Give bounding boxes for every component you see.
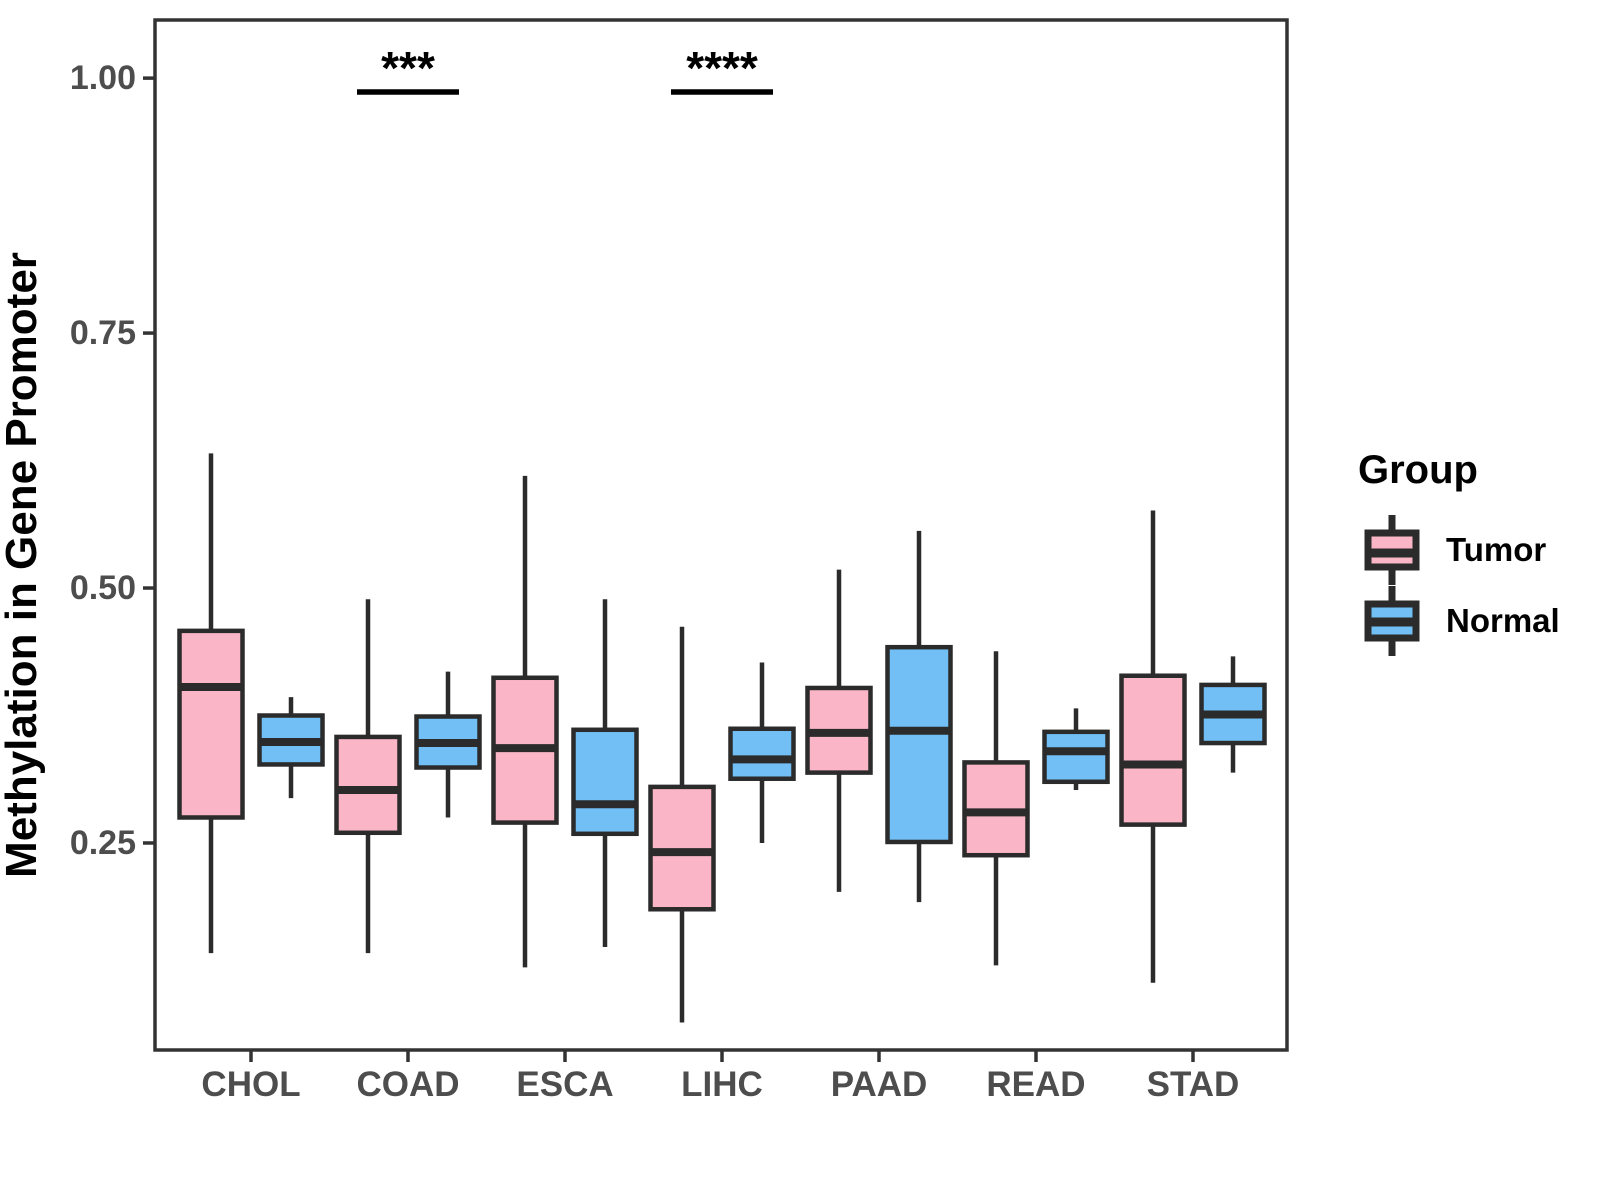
x-tick-label-STAD: STAD bbox=[1147, 1065, 1240, 1104]
legend-entry-tumor: Tumor bbox=[1364, 512, 1546, 588]
legend-title: Group bbox=[1358, 448, 1478, 492]
x-tick-label-LIHC: LIHC bbox=[681, 1065, 763, 1104]
box-ESCA-Normal bbox=[571, 727, 639, 837]
box-LIHC-Tumor bbox=[648, 784, 716, 912]
tumor-boxplot-key-icon bbox=[1364, 515, 1420, 585]
legend-entry-normal: Normal bbox=[1364, 583, 1560, 659]
legend-label-tumor: Tumor bbox=[1446, 531, 1547, 568]
x-tick-label-PAAD: PAAD bbox=[831, 1065, 928, 1104]
normal-boxplot-key-icon bbox=[1364, 586, 1420, 656]
y-axis-title: Methylation in Gene Promoter bbox=[0, 252, 46, 878]
box-READ-Normal bbox=[1042, 729, 1110, 785]
box-COAD-Tumor bbox=[334, 734, 402, 836]
significance-stars-LIHC: **** bbox=[686, 42, 758, 94]
y-tick-label-0.50: 0.50 bbox=[70, 569, 136, 607]
legend-label-normal: Normal bbox=[1446, 602, 1560, 639]
x-tick-label-READ: READ bbox=[986, 1065, 1085, 1104]
box-STAD-Tumor bbox=[1119, 673, 1187, 827]
x-tick-label-CHOL: CHOL bbox=[201, 1065, 300, 1104]
x-tick-label-ESCA: ESCA bbox=[516, 1065, 613, 1104]
significance-stars-COAD: *** bbox=[381, 42, 435, 94]
box-CHOL-Tumor bbox=[177, 628, 245, 820]
plot-panel-border bbox=[153, 18, 1289, 1052]
y-tick-label-0.25: 0.25 bbox=[70, 824, 136, 862]
legend: Group Tumor Normal bbox=[1330, 448, 1590, 698]
y-tick-label-1.00: 1.00 bbox=[70, 59, 136, 97]
x-tick-label-COAD: COAD bbox=[356, 1065, 459, 1104]
box-PAAD-Normal bbox=[885, 644, 953, 845]
y-tick-label-0.75: 0.75 bbox=[70, 314, 136, 352]
box-LIHC-Normal bbox=[728, 726, 796, 781]
